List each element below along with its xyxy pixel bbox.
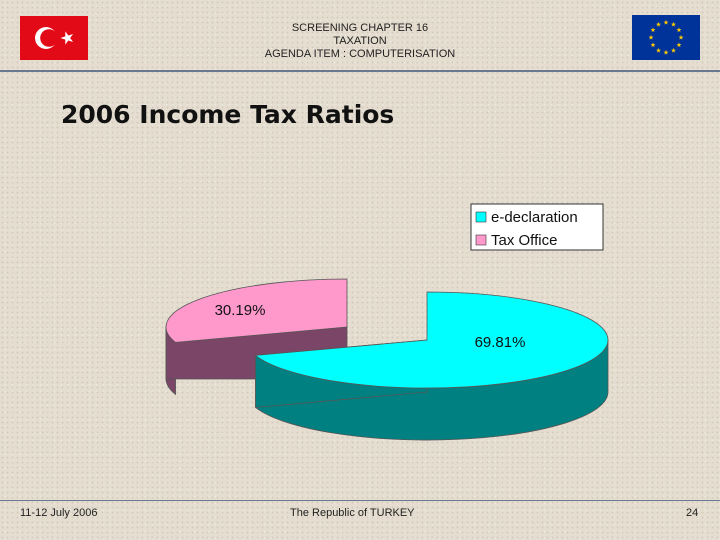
footer-date: 11-12 July 2006 <box>20 507 98 519</box>
pie-slice-tax-office <box>165 278 348 343</box>
data-label-e-declaration: 69.81% <box>475 334 526 351</box>
eu-star-icon <box>656 21 661 27</box>
eu-star-icon <box>650 27 656 33</box>
pie-slice-e-declaration <box>254 291 609 389</box>
header-line-3: AGENDA ITEM : COMPUTERISATION <box>264 48 456 60</box>
eu-star-icon <box>671 21 676 27</box>
footer-organization: The Republic of TURKEY <box>290 507 415 519</box>
legend-label-tax-office: Tax Office <box>491 232 557 249</box>
legend-swatch-e-declaration <box>475 211 487 223</box>
page-number: 24 <box>686 507 699 519</box>
eu-star-icon <box>676 27 682 33</box>
eu-star-icon <box>648 34 654 40</box>
data-label-tax-office: 30.19% <box>215 302 266 319</box>
eu-star-icon <box>656 47 661 53</box>
footer-divider <box>0 500 720 501</box>
eu-star-icon <box>663 19 669 25</box>
eu-star-icon <box>663 49 669 55</box>
header-divider <box>0 70 720 72</box>
eu-flag-icon <box>632 15 700 60</box>
eu-star-icon <box>676 42 682 48</box>
eu-star-icon <box>671 47 676 53</box>
eu-star-icon <box>650 42 656 48</box>
legend-swatch-tax-office <box>475 234 487 246</box>
header-line-2: TAXATION <box>333 35 387 47</box>
turkey-flag-icon <box>20 16 88 60</box>
slide-title: 2006 Income Tax Ratios <box>61 100 395 129</box>
header-line-1: SCREENING CHAPTER 16 <box>291 22 429 34</box>
legend-box <box>470 203 604 251</box>
legend-label-e-declaration: e-declaration <box>491 209 578 226</box>
header-block: SCREENING CHAPTER 16 TAXATION AGENDA ITE… <box>200 22 520 61</box>
eu-star-icon <box>678 34 684 40</box>
